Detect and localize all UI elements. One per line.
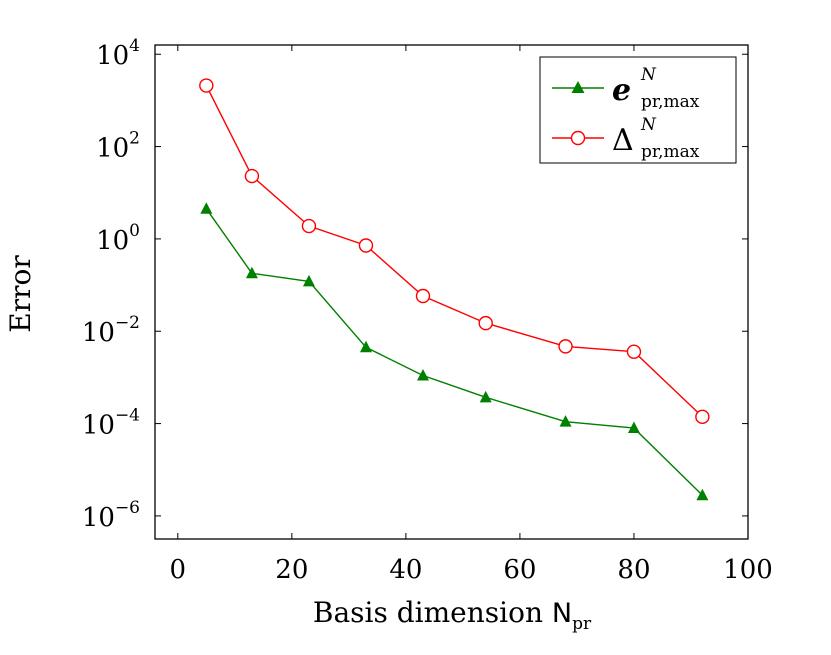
x-tick-label: 60 (503, 555, 536, 585)
legend-label-delta-sup: N (640, 115, 657, 135)
data-point-circle (695, 409, 710, 425)
legend-marker-triangle (571, 81, 585, 93)
data-point-triangle (200, 202, 213, 214)
legend-marker-circle (570, 130, 586, 146)
legend-label-e-sup: N (640, 65, 657, 85)
legend-label-delta: Δ (612, 123, 634, 158)
y-tick-label: 102 (96, 129, 140, 164)
y-axis-title: Error (4, 255, 37, 333)
y-tick-base: 10 (82, 318, 115, 348)
data-point-circle (558, 339, 573, 354)
x-tick-label: 0 (170, 555, 187, 585)
y-tick-exponent: −2 (115, 313, 140, 333)
data-point-triangle (416, 369, 429, 381)
data-point-triangle (627, 421, 640, 434)
data-point-triangle (245, 266, 258, 279)
data-point-triangle (559, 415, 572, 427)
data-point-circle (358, 238, 374, 253)
y-tick-base: 10 (96, 226, 129, 256)
data-point-triangle (302, 274, 315, 287)
x-tick-label: 100 (723, 555, 773, 585)
axis-ticks (155, 45, 749, 539)
data-point-circle (626, 344, 642, 359)
y-tick-label: 100 (96, 221, 140, 256)
series-layer (199, 78, 710, 501)
data-point-circle (478, 315, 493, 331)
y-tick-exponent: 0 (129, 221, 140, 241)
data-point-circle (244, 168, 260, 184)
plot-frame (154, 44, 749, 540)
data-point-triangle (696, 488, 709, 501)
y-tick-base: 10 (82, 411, 115, 441)
legend-box (539, 56, 737, 164)
legend: e N pr,max Δ N pr,max (539, 56, 737, 164)
legend-label-delta-base: Δ (612, 123, 634, 158)
data-point-circle (301, 218, 317, 234)
y-tick-label: 10−6 (82, 498, 140, 533)
x-tick-labels: 0 20 40 60 80 100 (170, 555, 773, 585)
y-tick-label: 104 (96, 36, 140, 71)
y-tick-exponent: 2 (129, 129, 140, 149)
y-tick-label: 10−2 (82, 313, 140, 348)
x-axis-symbol-sub: pr (572, 614, 592, 634)
y-tick-label: 10−4 (82, 406, 140, 441)
data-point-circle (199, 78, 214, 93)
legend-label-e-base: e (612, 73, 631, 108)
legend-label-e: e (612, 73, 631, 108)
legend-label-delta-sub: pr,max (641, 142, 700, 162)
y-tick-base: 10 (96, 134, 129, 164)
x-tick-label: 40 (389, 555, 422, 585)
y-tick-exponent: −4 (115, 406, 140, 426)
data-point-triangle (479, 390, 492, 403)
y-tick-base: 10 (82, 503, 115, 533)
data-point-triangle (359, 340, 372, 353)
data-point-circle (415, 288, 431, 304)
y-tick-exponent: −6 (115, 498, 140, 518)
y-tick-exponent: 4 (129, 36, 140, 56)
x-axis-symbol: N (552, 598, 572, 629)
x-axis-title-text: Basis dimension (313, 596, 543, 629)
x-axis-title: Basis dimension Npr (313, 596, 592, 634)
y-tick-base: 10 (96, 41, 129, 71)
x-tick-label: 20 (275, 555, 308, 585)
legend-label-e-sub: pr,max (641, 92, 700, 112)
x-tick-label: 80 (617, 555, 650, 585)
